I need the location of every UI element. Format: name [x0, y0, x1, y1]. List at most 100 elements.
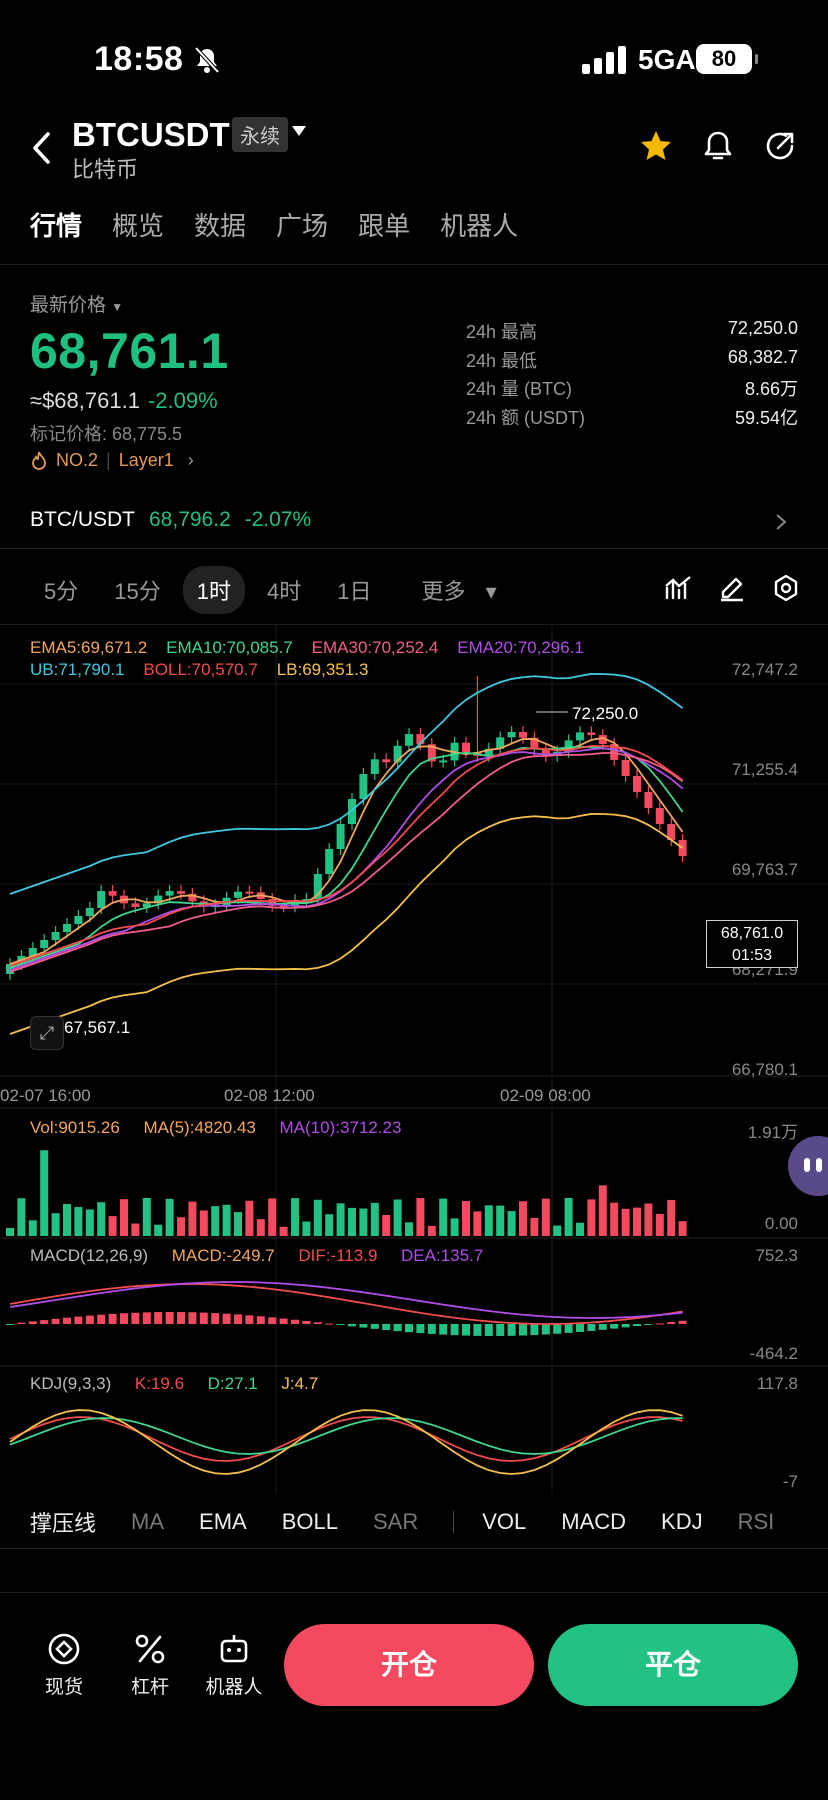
tab-overview[interactable]: 概览	[112, 211, 165, 241]
bell-off-icon	[194, 46, 220, 74]
tab-market[interactable]: 行情	[30, 211, 83, 241]
chip-ema[interactable]: EMA	[199, 1509, 247, 1534]
candle	[644, 792, 653, 808]
draw-pen-icon[interactable]	[718, 574, 746, 602]
volume-bar	[598, 1185, 607, 1236]
volume-bar	[85, 1209, 94, 1236]
kline-chart[interactable]: EMA5:69,671.2 EMA10:70,085.7 EMA30:70,25…	[0, 624, 828, 1494]
vol-axis-max: 1.91万	[747, 1123, 798, 1142]
volume-bar	[610, 1202, 619, 1236]
chip-rsi[interactable]: RSI	[737, 1509, 775, 1534]
time-axis-label: 02-07 16:00	[0, 1086, 91, 1105]
candle	[496, 737, 505, 749]
volume-bar	[416, 1198, 425, 1236]
tab-square[interactable]: 广场	[276, 211, 329, 241]
chip-divider	[453, 1511, 455, 1533]
divider	[0, 548, 828, 549]
macd-bar	[644, 1324, 653, 1325]
candle	[177, 891, 185, 894]
indicator-icon[interactable]	[664, 574, 692, 602]
kdj-axis-max: 117.8	[756, 1374, 798, 1393]
expand-icon[interactable]: ⤢	[30, 1016, 64, 1050]
macd-bar	[131, 1312, 140, 1324]
tf-1d[interactable]: 1日	[337, 579, 372, 604]
volume-bar	[40, 1150, 49, 1236]
candle	[131, 903, 140, 907]
macd-bar	[85, 1315, 94, 1324]
header: BTCUSDT 永续 比特币	[0, 108, 828, 188]
close-position-button[interactable]: 平仓	[548, 1624, 798, 1706]
candle	[507, 732, 516, 738]
candle	[633, 776, 641, 792]
candle	[667, 824, 676, 840]
tf-1h[interactable]: 1时	[182, 566, 245, 614]
tf-5m[interactable]: 5分	[44, 579, 79, 604]
back-icon[interactable]	[30, 130, 54, 166]
tab-data[interactable]: 数据	[194, 211, 247, 241]
price-axis-label: 72,747.2	[731, 660, 798, 679]
chip-ma[interactable]: MA	[131, 1509, 165, 1534]
macd-bar	[245, 1315, 254, 1324]
spot-pair-row[interactable]: BTC/USDT 68,796.2 -2.07%	[30, 508, 312, 531]
alert-bell-icon[interactable]	[700, 128, 736, 164]
indicator-chips: 撑压线 MA EMA BOLL SAR VOL MACD KDJ RSI	[30, 1506, 809, 1538]
candle	[598, 735, 607, 744]
macd-bar	[108, 1313, 117, 1324]
symbol-title[interactable]: BTCUSDT	[72, 116, 230, 153]
macd-bar	[484, 1324, 493, 1336]
chip-sar[interactable]: SAR	[372, 1509, 419, 1534]
chip-vol[interactable]: VOL	[482, 1509, 527, 1534]
robot-icon	[220, 1635, 248, 1663]
tf-4h[interactable]: 4时	[266, 579, 302, 604]
tf-15m[interactable]: 15分	[114, 579, 161, 604]
assistant-bubble-icon[interactable]	[788, 1136, 828, 1196]
macd-bar	[279, 1318, 288, 1324]
tab-copy-trade[interactable]: 跟单	[358, 211, 411, 241]
rank-row[interactable]: NO.2 | Layer1 ›	[30, 450, 194, 471]
bot-nav[interactable]: 机器人	[194, 1632, 274, 1699]
candle	[279, 905, 288, 908]
chevron-right-icon: ›	[187, 450, 194, 470]
chart-canvas[interactable]	[0, 624, 828, 1494]
candle	[74, 916, 83, 924]
macd-bar	[655, 1323, 664, 1325]
caret-down-icon[interactable]	[290, 124, 308, 138]
star-icon[interactable]	[638, 128, 674, 164]
macd-bar	[553, 1324, 562, 1334]
volume-bar	[393, 1199, 402, 1236]
battery-icon: 80	[696, 44, 758, 74]
last-price: 68,761.1	[30, 323, 229, 379]
kdj-legend: KDJ(9,3,3) K:19.6 D:27.1 J:4.7	[30, 1374, 319, 1393]
divider	[0, 624, 828, 625]
volume-bar	[336, 1203, 345, 1236]
volume-bar	[621, 1208, 630, 1236]
share-icon[interactable]	[762, 128, 798, 164]
macd-bar	[348, 1324, 356, 1327]
candle	[154, 895, 163, 904]
macd-bar	[564, 1324, 573, 1333]
candle	[621, 760, 630, 776]
chip-macd[interactable]: MACD	[561, 1509, 627, 1534]
chip-kdj[interactable]: KDJ	[661, 1509, 703, 1534]
volume-bar	[199, 1210, 208, 1236]
leverage-nav[interactable]: 杠杆	[110, 1632, 190, 1699]
volume-bar	[382, 1214, 391, 1236]
settings-icon[interactable]	[772, 574, 800, 602]
macd-bar	[313, 1322, 322, 1324]
spot-nav[interactable]: 现货	[24, 1632, 104, 1699]
latest-price-label[interactable]: 最新价格 ▼	[30, 295, 124, 316]
open-position-button[interactable]: 开仓	[284, 1624, 534, 1706]
candle	[405, 734, 413, 746]
chip-boll[interactable]: BOLL	[281, 1509, 338, 1534]
volume-bar	[177, 1217, 185, 1236]
tf-more[interactable]: 更多 ▾	[421, 579, 497, 604]
chip-support-resistance[interactable]: 撑压线	[30, 1511, 97, 1536]
chevron-right-icon[interactable]	[774, 512, 788, 532]
candle	[336, 824, 345, 849]
boll-legend: UB:71,790.1 BOLL:70,570.7 LB:69,351.3	[30, 660, 369, 679]
tab-bot[interactable]: 机器人	[440, 211, 519, 241]
candle	[587, 732, 596, 736]
price-axis-label: 69,763.7	[731, 860, 798, 879]
macd-bar	[302, 1320, 311, 1324]
vol-axis-min: 0.00	[764, 1214, 798, 1233]
